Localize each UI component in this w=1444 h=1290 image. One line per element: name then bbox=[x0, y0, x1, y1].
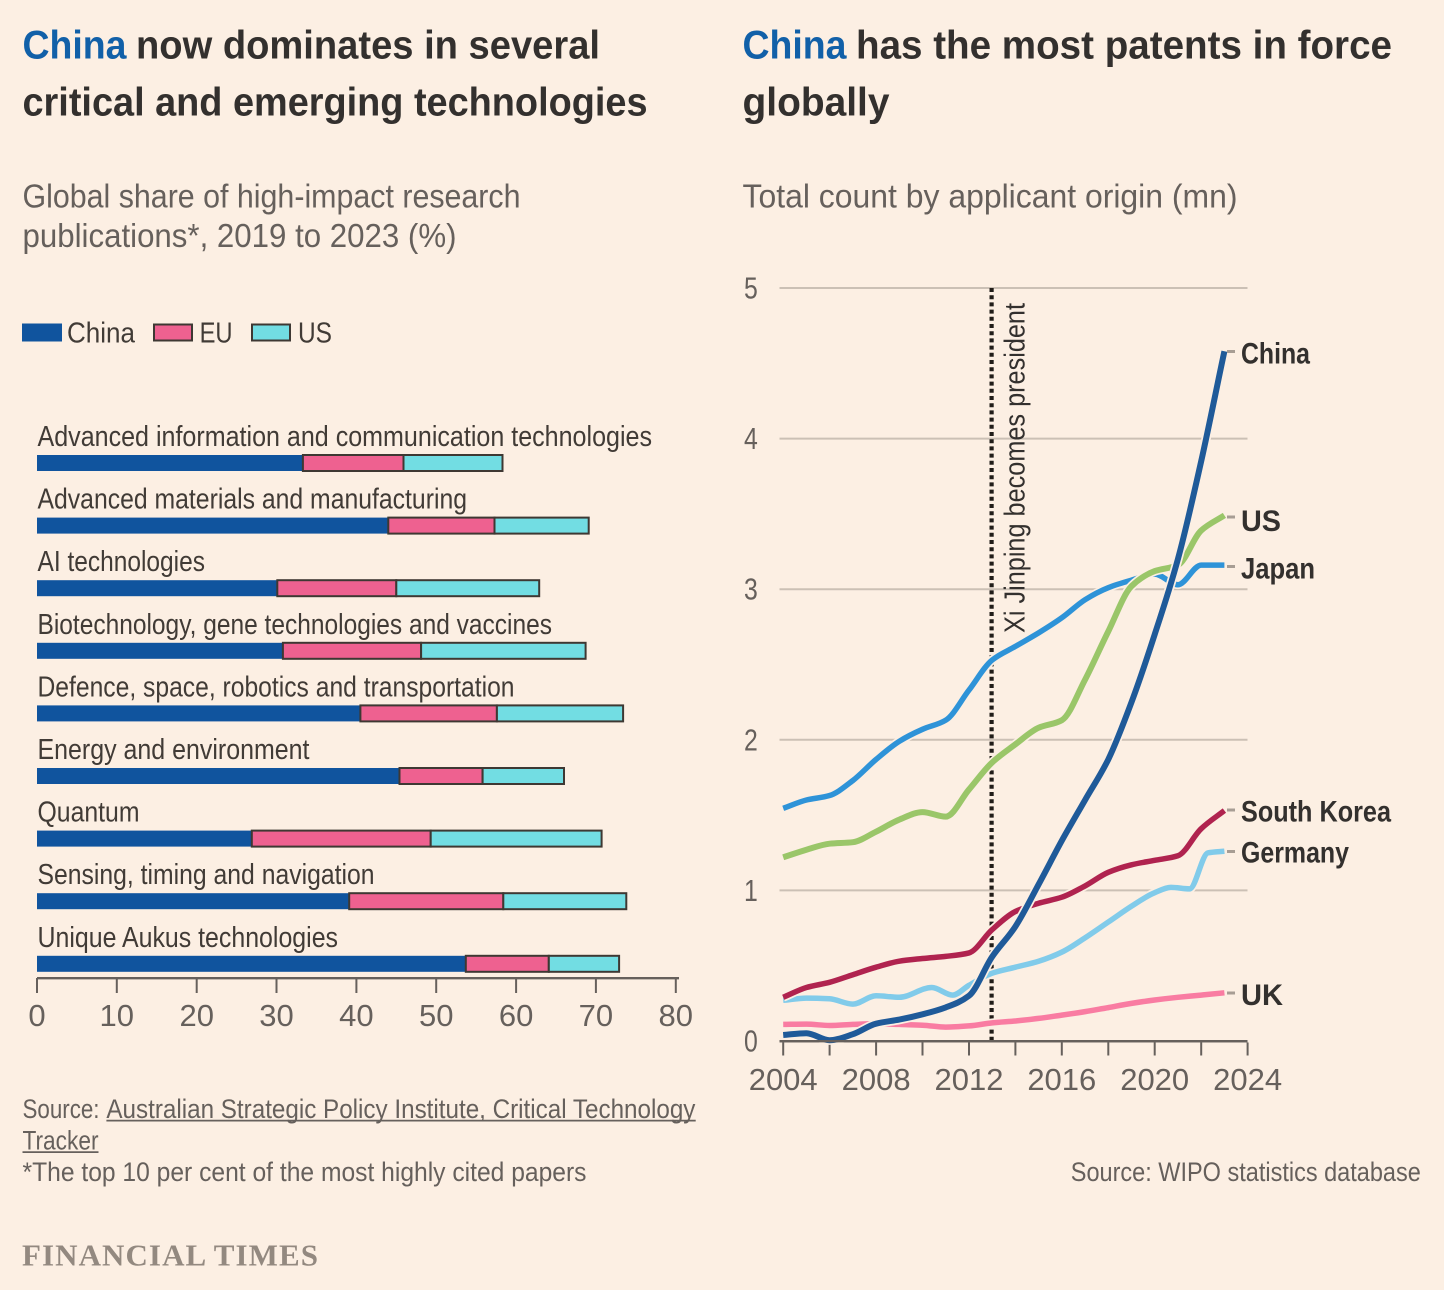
svg-text:Advanced materials and manufac: Advanced materials and manufacturing bbox=[38, 484, 468, 516]
svg-text:4: 4 bbox=[744, 421, 758, 456]
svg-text:2016: 2016 bbox=[1027, 1062, 1096, 1097]
svg-text:70: 70 bbox=[579, 998, 613, 1033]
svg-text:40: 40 bbox=[339, 998, 373, 1033]
svg-text:1: 1 bbox=[744, 873, 758, 908]
svg-text:Japan: Japan bbox=[1241, 552, 1315, 585]
svg-text:5: 5 bbox=[744, 271, 758, 306]
svg-text:2020: 2020 bbox=[1120, 1062, 1189, 1097]
svg-text:has the most patents in force: has the most patents in force bbox=[856, 23, 1392, 67]
svg-text:Sensing, timing and navigation: Sensing, timing and navigation bbox=[38, 859, 375, 891]
svg-text:China: China bbox=[23, 23, 128, 67]
svg-text:50: 50 bbox=[419, 998, 453, 1033]
svg-text:critical and emerging technolo: critical and emerging technologies bbox=[23, 81, 648, 125]
svg-text:2024: 2024 bbox=[1213, 1062, 1282, 1097]
svg-text:South Korea: South Korea bbox=[1241, 796, 1391, 829]
svg-text:2: 2 bbox=[744, 722, 758, 757]
svg-text:AI technologies: AI technologies bbox=[38, 546, 206, 578]
svg-text:2004: 2004 bbox=[749, 1062, 818, 1097]
svg-text:*The top 10 per cent of the mo: *The top 10 per cent of the most highly … bbox=[23, 1157, 587, 1187]
svg-text:Quantum: Quantum bbox=[38, 797, 140, 829]
svg-text:FINANCIAL TIMES: FINANCIAL TIMES bbox=[22, 1238, 318, 1273]
svg-text:now dominates in several: now dominates in several bbox=[136, 23, 600, 67]
svg-text:Tracker: Tracker bbox=[23, 1126, 99, 1156]
svg-text:Energy and environment: Energy and environment bbox=[38, 734, 310, 766]
svg-text:2012: 2012 bbox=[935, 1062, 1004, 1097]
svg-text:US: US bbox=[1241, 505, 1281, 538]
svg-text:China: China bbox=[67, 318, 136, 350]
svg-text:30: 30 bbox=[259, 998, 293, 1033]
svg-text:Unique Aukus technologies: Unique Aukus technologies bbox=[38, 922, 339, 954]
svg-text:publications*, 2019 to 2023 (%: publications*, 2019 to 2023 (%) bbox=[23, 217, 457, 254]
svg-text:globally: globally bbox=[743, 81, 891, 125]
svg-text:Xi Jinping becomes president: Xi Jinping becomes president bbox=[1000, 303, 1032, 633]
svg-text:0: 0 bbox=[744, 1024, 758, 1059]
svg-text:Global share of high-impact re: Global share of high-impact research bbox=[23, 177, 521, 214]
svg-text:US: US bbox=[298, 318, 332, 350]
svg-text:Germany: Germany bbox=[1241, 837, 1349, 870]
svg-text:Advanced information and commu: Advanced information and communication t… bbox=[38, 421, 653, 453]
svg-text:Source: WIPO statistics databa: Source: WIPO statistics database bbox=[1071, 1157, 1421, 1187]
svg-text:EU: EU bbox=[200, 318, 233, 350]
svg-text:Source:: Source: bbox=[23, 1094, 100, 1124]
svg-text:UK: UK bbox=[1241, 979, 1283, 1012]
svg-text:Australian Strategic Policy In: Australian Strategic Policy Institute, C… bbox=[106, 1094, 695, 1124]
svg-text:China: China bbox=[1241, 337, 1310, 370]
svg-text:0: 0 bbox=[28, 998, 45, 1033]
svg-text:Defence, space, robotics and t: Defence, space, robotics and transportat… bbox=[38, 671, 515, 703]
svg-text:60: 60 bbox=[499, 998, 533, 1033]
svg-text:3: 3 bbox=[744, 572, 758, 607]
svg-text:China: China bbox=[743, 23, 848, 67]
svg-text:Biotechnology, gene technologi: Biotechnology, gene technologies and vac… bbox=[38, 609, 553, 641]
svg-text:2008: 2008 bbox=[842, 1062, 911, 1097]
svg-text:20: 20 bbox=[179, 998, 213, 1033]
svg-text:10: 10 bbox=[100, 998, 134, 1033]
svg-text:80: 80 bbox=[659, 998, 693, 1033]
svg-text:Total count by applicant origi: Total count by applicant origin (mn) bbox=[743, 177, 1238, 214]
